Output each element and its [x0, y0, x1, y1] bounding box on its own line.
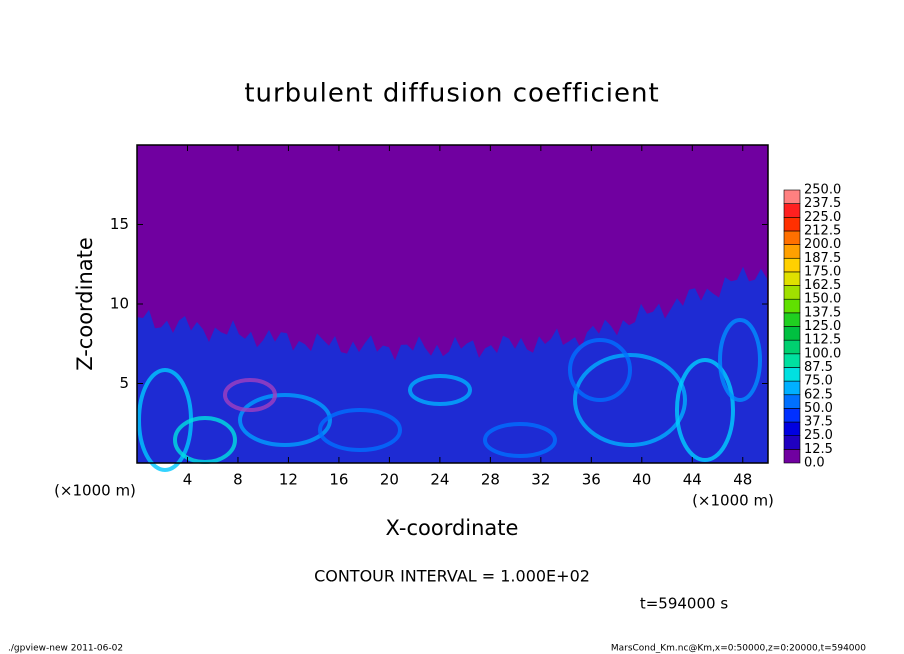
field-swirl	[718, 318, 762, 402]
colorbar-label: 125.0	[804, 319, 841, 334]
colorbar-label: 25.0	[804, 428, 833, 443]
colorbar-label: 225.0	[804, 210, 841, 225]
x-tick-label: 40	[632, 471, 651, 489]
colorbar-band	[783, 408, 801, 423]
colorbar-label: 112.5	[804, 333, 841, 348]
x-tick-label: 28	[481, 471, 500, 489]
colorbar-label: 62.5	[804, 387, 833, 402]
colorbar-label: 50.0	[804, 401, 833, 416]
footer-right: MarsCond_Km.nc@Km,x=0:50000,z=0:20000,t=…	[611, 644, 866, 654]
colorbar-label: 75.0	[804, 374, 833, 389]
y-tick-label: 5	[119, 374, 129, 392]
field-swirl	[483, 422, 557, 458]
field-swirl	[568, 338, 632, 402]
field-swirl	[318, 408, 402, 452]
colorbar-label: 200.0	[804, 237, 841, 252]
axis-unit: (×1000 m)	[54, 482, 136, 500]
x-tick-label: 4	[183, 471, 193, 489]
x-tick-label: 44	[683, 471, 702, 489]
colorbar-band	[783, 271, 801, 286]
chart-title: turbulent diffusion coefficient	[244, 79, 659, 109]
colorbar-label: 37.5	[804, 415, 833, 430]
plot-area	[137, 145, 768, 472]
field-layer	[137, 266, 768, 463]
colorbar-label: 212.5	[804, 223, 841, 238]
field-swirl	[223, 378, 277, 412]
field-swirl	[173, 416, 237, 464]
x-tick-label: 16	[329, 471, 348, 489]
colorbar-band	[783, 298, 801, 314]
colorbar-label: 87.5	[804, 360, 833, 375]
x-tick-label: 48	[733, 471, 752, 489]
colorbar-band	[783, 189, 801, 204]
colorbar-label: 250.0	[804, 183, 841, 198]
colorbar-band	[783, 367, 801, 382]
colorbar-label: 237.5	[804, 196, 841, 211]
colorbar-band	[783, 421, 801, 436]
footer-left: ./gpview-new 2011-06-02	[8, 644, 123, 654]
colorbar-label: 100.0	[804, 346, 841, 361]
colorbar-band	[783, 312, 801, 327]
colorbar-band	[783, 244, 801, 259]
colorbar-band	[783, 353, 801, 368]
colorbar-label: 137.5	[804, 305, 841, 320]
colorbar-band	[783, 203, 801, 218]
y-tick-label: 15	[110, 215, 129, 233]
colorbar-band	[783, 449, 801, 464]
axis-unit: (×1000 m)	[692, 492, 774, 510]
colorbar-band	[783, 394, 801, 409]
y-axis-label: Z-coordinate	[73, 237, 97, 371]
y-tick-label: 10	[110, 295, 129, 313]
colorbar-label: 150.0	[804, 292, 841, 307]
contour-interval: CONTOUR INTERVAL = 1.000E+02	[314, 567, 590, 586]
colorbar-label: 175.0	[804, 264, 841, 279]
time-label: t=594000 s	[640, 595, 728, 613]
field-swirl	[238, 393, 332, 447]
colorbar-band	[783, 326, 801, 341]
colorbar-label: 187.5	[804, 251, 841, 266]
colorbar-band	[783, 380, 801, 396]
colorbar-band	[783, 217, 801, 232]
x-tick-label: 8	[233, 471, 243, 489]
colorbar-band	[783, 435, 801, 450]
field-swirl	[408, 374, 472, 406]
colorbar-band	[783, 230, 801, 245]
x-tick-label: 24	[430, 471, 449, 489]
colorbar-label: 162.5	[804, 278, 841, 293]
x-tick-label: 12	[279, 471, 298, 489]
colorbar-label: 0.0	[804, 456, 825, 471]
x-axis-label: X-coordinate	[386, 516, 519, 540]
colorbar-band	[783, 285, 801, 300]
x-tick-label: 36	[582, 471, 601, 489]
x-tick-label: 20	[380, 471, 399, 489]
field-swirl	[675, 358, 735, 462]
field-swirl	[573, 353, 687, 447]
colorbar-band	[783, 257, 801, 273]
colorbar-band	[783, 339, 801, 355]
x-tick-label: 32	[531, 471, 550, 489]
colorbar-label: 12.5	[804, 442, 833, 457]
